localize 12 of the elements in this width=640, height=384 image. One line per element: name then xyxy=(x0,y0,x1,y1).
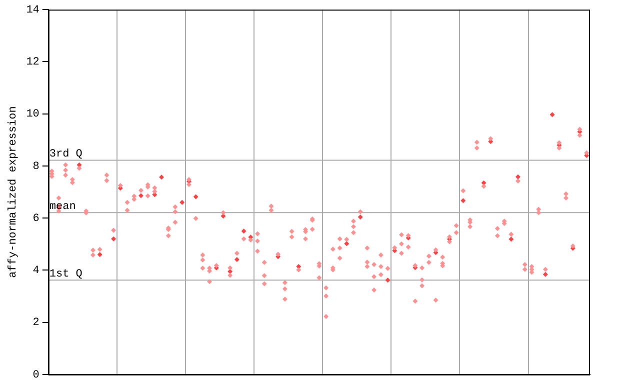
y-tick-label: 6 xyxy=(32,212,40,225)
y-tick-label: 2 xyxy=(32,317,40,330)
y-tick-label: 4 xyxy=(32,265,40,278)
ref-line-label: 1st Q xyxy=(49,268,83,280)
y-tick-label: 12 xyxy=(26,56,40,69)
y-tick-label: 14 xyxy=(26,4,40,17)
y-tick-label: 10 xyxy=(26,108,40,121)
y-axis-title: affy-normalized expression xyxy=(8,106,20,278)
y-tick-label: 0 xyxy=(32,369,40,382)
ref-line-label: mean xyxy=(49,200,76,213)
ref-line-label: 3rd Q xyxy=(49,148,83,161)
y-tick-label: 8 xyxy=(32,160,40,173)
